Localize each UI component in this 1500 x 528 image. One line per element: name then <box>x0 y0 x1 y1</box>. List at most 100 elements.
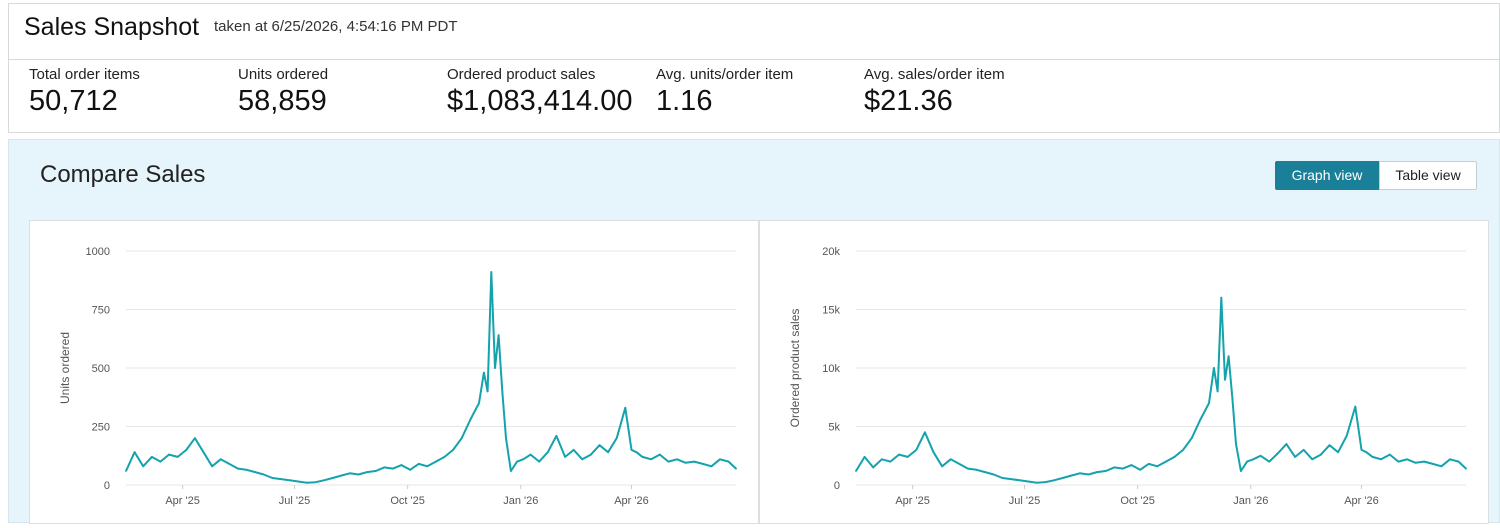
data-point <box>1227 355 1230 358</box>
metric-label: Avg. sales/order item <box>864 66 1005 83</box>
data-point <box>426 465 429 468</box>
metric-avg-units-per-order-item: Avg. units/order item 1.16 <box>656 66 793 118</box>
y-tick-label: 0 <box>834 480 840 492</box>
ordered-product-sales-chart-svg: 0 5k 10k 15k 20k Apr '25 Jul '25 Oct '25 Jan '26… <box>788 246 1467 507</box>
data-point <box>469 418 472 421</box>
data-point <box>1285 443 1288 445</box>
data-point <box>607 451 609 454</box>
data-point <box>598 444 601 447</box>
data-point <box>1220 296 1223 299</box>
data-point <box>150 456 153 458</box>
data-point <box>1388 453 1391 456</box>
data-point <box>889 460 892 463</box>
y-tick-label: 500 <box>92 363 110 375</box>
data-point <box>1061 477 1064 479</box>
data-point <box>443 456 446 458</box>
data-point <box>297 480 300 483</box>
metric-value: $21.36 <box>864 85 953 117</box>
data-point <box>245 468 248 471</box>
metric-label: Total order items <box>29 66 140 83</box>
x-tick-label: Jul '25 <box>1009 495 1040 507</box>
compare-sales-title: Compare Sales <box>40 161 206 188</box>
data-point <box>1165 460 1167 463</box>
data-point <box>529 453 532 456</box>
data-point <box>478 402 480 404</box>
data-point <box>1354 405 1357 408</box>
data-point <box>125 470 127 472</box>
x-tick-label: Oct '25 <box>390 495 425 507</box>
data-point <box>589 453 592 456</box>
y-tick-label: 10k <box>822 363 840 375</box>
data-point <box>497 334 500 337</box>
data-point <box>1212 367 1215 369</box>
data-point <box>1104 470 1107 472</box>
data-point <box>490 271 493 273</box>
data-point <box>494 367 496 369</box>
data-point <box>906 456 909 458</box>
y-axis-label: Units ordered <box>58 332 72 404</box>
x-tick-label: Oct '25 <box>1120 495 1155 507</box>
data-point <box>202 451 205 454</box>
data-point <box>1380 458 1383 461</box>
data-point <box>176 456 179 458</box>
metric-value: $1,083,414.00 <box>447 85 633 117</box>
data-point <box>159 460 162 463</box>
data-point <box>1208 402 1210 404</box>
data-point <box>1096 471 1098 474</box>
metric-label: Units ordered <box>238 66 329 83</box>
x-tick-label: Apr '26 <box>1344 495 1379 507</box>
data-point <box>374 470 377 472</box>
data-point <box>693 460 696 463</box>
x-tick-label: Apr '25 <box>165 495 200 507</box>
data-point <box>710 465 713 468</box>
data-point <box>863 456 866 458</box>
data-point <box>460 437 463 440</box>
data-point <box>701 463 704 465</box>
graph-view-button[interactable]: Graph view <box>1275 161 1379 190</box>
data-point <box>1240 470 1242 472</box>
data-point <box>366 471 368 474</box>
data-point <box>1406 458 1408 461</box>
data-point <box>1087 473 1090 476</box>
data-point <box>1397 460 1400 463</box>
data-point <box>1423 460 1426 463</box>
data-point <box>546 451 549 454</box>
data-point <box>1010 478 1012 481</box>
data-point <box>1182 449 1185 451</box>
data-point <box>650 458 653 461</box>
x-tick-label: Jan '26 <box>503 495 538 507</box>
data-point <box>323 479 325 482</box>
data-point <box>348 472 351 475</box>
data-point <box>1449 458 1451 461</box>
data-point <box>1360 449 1363 451</box>
table-view-button[interactable]: Table view <box>1379 161 1477 190</box>
y-tick-label: 250 <box>92 422 110 434</box>
data-point <box>630 449 633 451</box>
data-point <box>572 449 575 451</box>
data-point <box>228 463 231 465</box>
data-point <box>1246 460 1248 463</box>
view-toggle: Graph view Table view <box>1275 161 1477 190</box>
series-line <box>125 271 737 484</box>
data-point <box>314 481 317 484</box>
data-point <box>305 481 308 484</box>
data-point <box>1294 456 1296 458</box>
data-point <box>719 458 721 461</box>
data-point <box>615 437 618 440</box>
data-point <box>915 449 918 451</box>
data-point <box>1139 468 1141 471</box>
x-tick-label: Jan '26 <box>1233 495 1268 507</box>
data-point <box>417 463 420 465</box>
data-point <box>452 449 455 451</box>
units-ordered-chart: 0 250 500 750 1000 Apr '25 Jul '25 Oct '25 Jan '… <box>29 220 759 524</box>
y-tick-label: 1000 <box>86 246 110 258</box>
data-point <box>486 390 489 393</box>
data-point <box>727 460 730 463</box>
data-point <box>522 458 525 461</box>
snapshot-timestamp: taken at 6/25/2026, 4:54:16 PM PDT <box>214 18 458 35</box>
data-point <box>624 406 627 409</box>
data-point <box>391 467 394 470</box>
data-point <box>923 431 926 434</box>
data-point <box>898 453 900 456</box>
data-point <box>219 458 222 461</box>
